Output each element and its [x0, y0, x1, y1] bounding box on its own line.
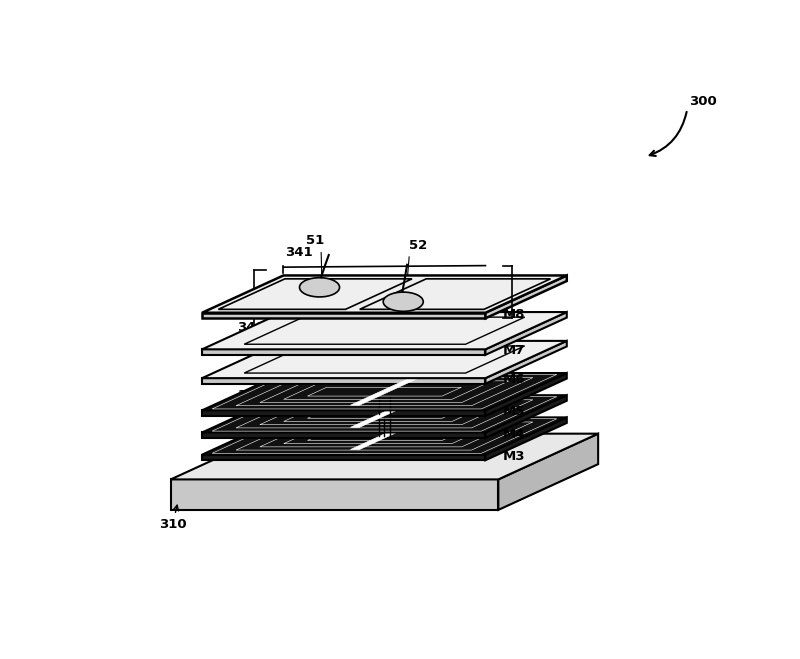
- Text: M5: M5: [502, 405, 525, 418]
- Polygon shape: [486, 373, 566, 416]
- Polygon shape: [202, 349, 486, 355]
- Polygon shape: [202, 417, 566, 455]
- Polygon shape: [202, 313, 486, 318]
- Text: M3: M3: [502, 449, 525, 463]
- Polygon shape: [202, 411, 486, 416]
- Polygon shape: [202, 455, 486, 460]
- Ellipse shape: [299, 277, 339, 297]
- Text: M8: M8: [502, 308, 525, 321]
- Text: 52: 52: [410, 239, 428, 252]
- Text: 340: 340: [237, 320, 265, 333]
- Polygon shape: [486, 275, 566, 318]
- Text: M4: M4: [502, 428, 525, 440]
- Polygon shape: [486, 312, 566, 355]
- Text: M6: M6: [502, 373, 525, 386]
- Polygon shape: [202, 432, 486, 438]
- Polygon shape: [202, 275, 566, 313]
- Polygon shape: [202, 373, 566, 411]
- Polygon shape: [350, 400, 418, 428]
- Text: M7: M7: [502, 345, 525, 357]
- Ellipse shape: [383, 292, 423, 311]
- Text: 360: 360: [237, 389, 265, 402]
- Text: 320: 320: [220, 302, 248, 314]
- Polygon shape: [170, 479, 498, 510]
- Polygon shape: [202, 341, 566, 378]
- Polygon shape: [170, 434, 598, 479]
- Text: 300: 300: [689, 95, 717, 107]
- Polygon shape: [350, 422, 418, 449]
- Text: 341: 341: [285, 246, 313, 260]
- Polygon shape: [486, 341, 566, 384]
- Text: 310: 310: [159, 505, 186, 531]
- Polygon shape: [498, 434, 598, 510]
- Polygon shape: [350, 378, 418, 405]
- Polygon shape: [486, 417, 566, 460]
- Polygon shape: [202, 312, 566, 349]
- Polygon shape: [486, 395, 566, 438]
- Text: 51: 51: [306, 235, 324, 247]
- Polygon shape: [202, 378, 486, 384]
- Polygon shape: [202, 395, 566, 432]
